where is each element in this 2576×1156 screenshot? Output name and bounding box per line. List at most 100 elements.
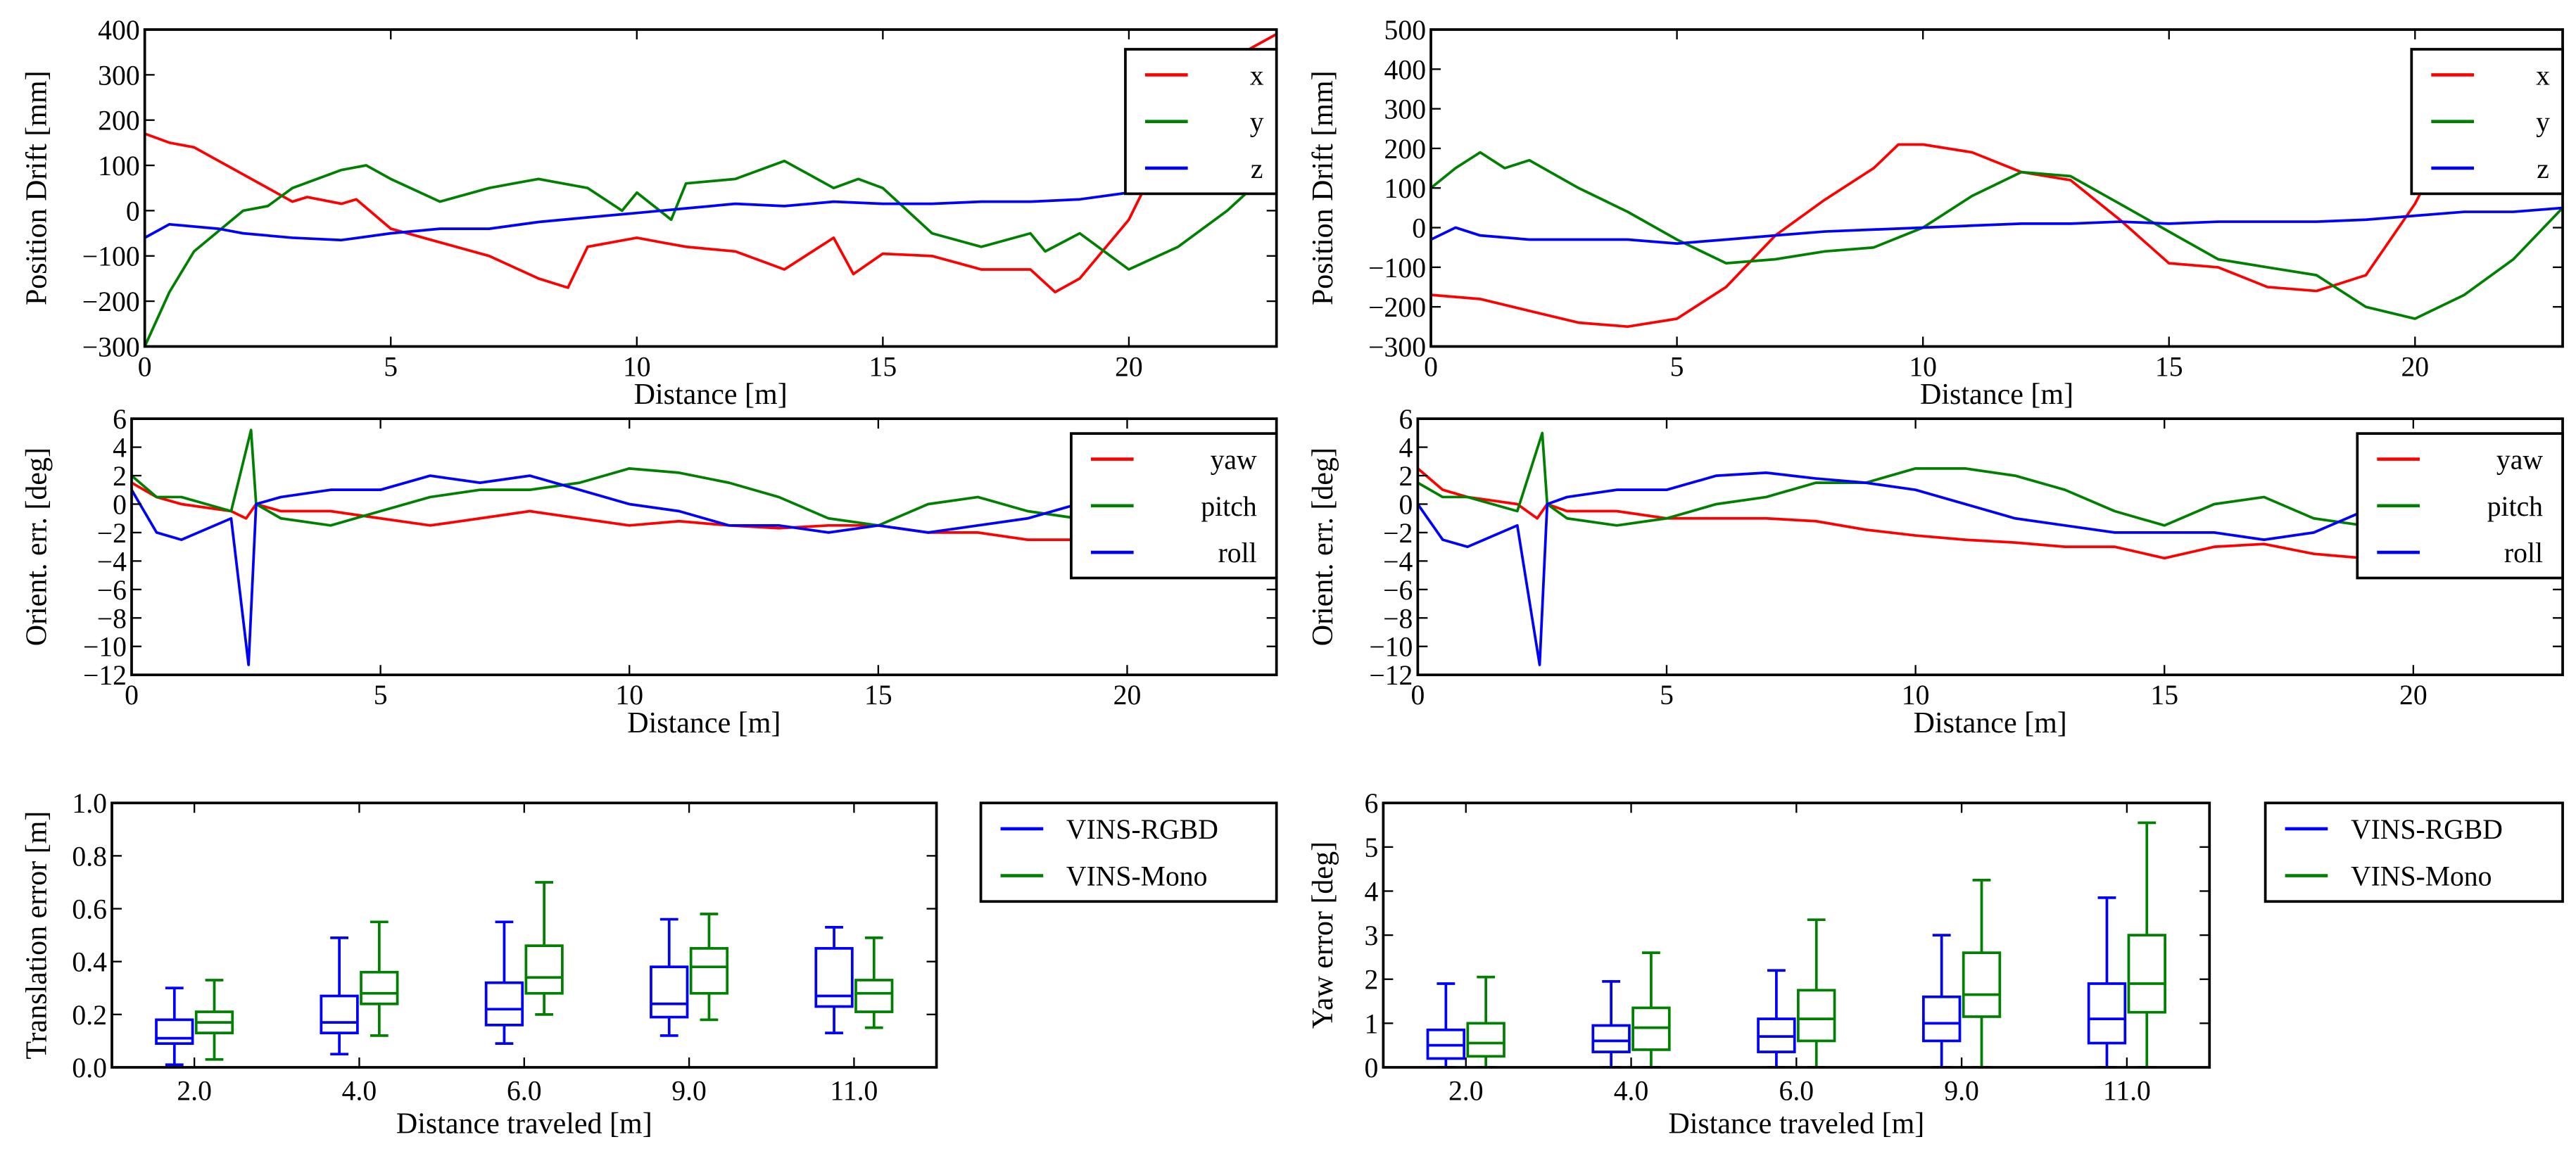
x-axis-label: Distance [m] — [634, 379, 788, 411]
plot-area — [155, 881, 894, 1067]
box-iqr — [1466, 1022, 1505, 1058]
box-VINS-Mono-4.0 — [1631, 951, 1671, 1067]
x-tick-label: 20 — [2399, 680, 2427, 711]
legend-label-z: z — [1251, 153, 1263, 184]
x-tick-label: 4.0 — [1614, 1076, 1649, 1107]
legend-label-pitch: pitch — [2487, 491, 2543, 522]
legend-label-x: x — [2536, 60, 2550, 91]
y-tick-label: 200 — [98, 106, 139, 136]
y-axis-label: Orient. err. [deg] — [1307, 447, 1339, 646]
legend: yaw pitch roll — [2356, 432, 2564, 580]
box-iqr — [1921, 995, 1962, 1043]
y-tick-label: 400 — [98, 15, 139, 46]
box-iqr — [1591, 1024, 1631, 1053]
y-tick-label: 1.0 — [72, 788, 107, 819]
box-VINS-RGBD-6.0 — [484, 920, 524, 1046]
y-tick-label: 2 — [1365, 965, 1379, 996]
box-VINS-Mono-2.0 — [194, 979, 234, 1061]
x-tick-label: 9.0 — [671, 1076, 707, 1107]
y-tick-label: 4 — [1365, 876, 1379, 907]
x-tick-label: 4.0 — [342, 1076, 377, 1107]
x-tick-label: 2.0 — [177, 1076, 212, 1107]
series-line-z — [144, 173, 1277, 242]
y-tick-label: −6 — [1383, 575, 1413, 606]
box-iqr — [2087, 982, 2127, 1045]
y-tick-label: −8 — [97, 603, 127, 634]
series-line-y — [1431, 151, 2563, 320]
y-tick-label: 300 — [1384, 94, 1426, 125]
legend-label-VINS-Mono: VINS-Mono — [2351, 861, 2492, 892]
box-VINS-Mono-11.0 — [854, 936, 894, 1029]
series-line-x — [1431, 60, 2563, 329]
x-tick-label: 0 — [138, 351, 152, 382]
x-tick-label: 6.0 — [507, 1076, 542, 1107]
y-axis-label: Orient. err. [deg] — [21, 447, 53, 646]
x-tick-label: 5 — [1660, 680, 1674, 711]
box-iqr — [814, 947, 854, 1008]
y-tick-label: −2 — [1383, 518, 1413, 549]
y-tick-label: 200 — [1384, 134, 1426, 165]
series-line-z — [1431, 206, 2563, 245]
y-tick-label: 1 — [1365, 1008, 1379, 1039]
y-tick-label: −100 — [82, 241, 140, 272]
chart-panel-1: 0 5 10 15 20 −300 −200 −100 0 100 200 300 400 500 Dist… — [1307, 15, 2564, 411]
x-tick-label: 0 — [125, 680, 139, 711]
y-axis-label: Yaw error [deg] — [1307, 841, 1339, 1029]
series-line-pitch — [1418, 431, 2563, 527]
plot-area — [1431, 60, 2563, 329]
y-tick-label: 0.2 — [72, 1000, 107, 1031]
y-tick-label: 4 — [1399, 433, 1413, 464]
x-tick-label: 11.0 — [2103, 1076, 2151, 1107]
x-tick-label: 10 — [1902, 680, 1930, 711]
legend-label-x: x — [1250, 60, 1264, 91]
box-VINS-RGBD-9.0 — [1921, 934, 1962, 1067]
y-axis-label: Position Drift [mm] — [21, 70, 53, 305]
x-tick-label: 2.0 — [1448, 1076, 1484, 1107]
y-tick-label: −10 — [1369, 632, 1413, 663]
y-tick-label: −12 — [83, 660, 127, 691]
box-iqr — [524, 944, 564, 995]
x-tick-label: 20 — [1115, 351, 1143, 382]
box-VINS-RGBD-2.0 — [1426, 982, 1466, 1067]
legend-box — [2264, 801, 2564, 903]
box-VINS-Mono-9.0 — [689, 913, 729, 1022]
y-tick-label: 6 — [113, 404, 127, 435]
box-iqr — [854, 979, 894, 1013]
box-iqr — [1797, 989, 1836, 1043]
x-axis-label: Distance [m] — [1914, 707, 2067, 739]
legend-label-VINS-RGBD: VINS-RGBD — [1066, 814, 1218, 845]
box-VINS-Mono-6.0 — [1797, 918, 1836, 1067]
box-VINS-Mono-4.0 — [360, 920, 399, 1037]
y-tick-label: 500 — [1384, 15, 1426, 46]
x-tick-label: 5 — [374, 680, 388, 711]
box-iqr — [155, 1018, 194, 1046]
box-VINS-RGBD-4.0 — [1591, 979, 1631, 1067]
x-tick-label: 20 — [2401, 351, 2429, 382]
y-tick-label: 0.0 — [72, 1053, 107, 1084]
box-VINS-RGBD-4.0 — [320, 936, 359, 1056]
y-tick-label: 5 — [1365, 832, 1379, 863]
x-tick-label: 20 — [1113, 680, 1142, 711]
y-tick-label: 2 — [113, 461, 127, 492]
x-tick-label: 15 — [2155, 351, 2183, 382]
y-axis-label: Translation error [m] — [21, 811, 53, 1060]
x-tick-label: 0 — [1410, 680, 1425, 711]
box-VINS-Mono-9.0 — [1962, 878, 2002, 1067]
plot-area — [132, 428, 1277, 666]
y-tick-label: 3 — [1365, 920, 1379, 951]
series-line-roll — [132, 474, 1277, 666]
box-VINS-RGBD-2.0 — [155, 986, 194, 1067]
series-line-y — [144, 159, 1277, 347]
legend: VINS-RGBD VINS-Mono — [979, 801, 1278, 903]
y-tick-label: 0 — [1412, 213, 1426, 244]
x-axis-label: Distance [m] — [1920, 379, 2073, 411]
x-tick-label: 15 — [864, 680, 892, 711]
y-tick-label: 100 — [98, 151, 139, 182]
chart-panel-5: 2.0 4.0 6.0 9.0 11.0 0 1 2 3 4 5 6 Distance traveled… — [1307, 788, 2564, 1140]
legend-label-VINS-RGBD: VINS-RGBD — [2351, 814, 2503, 845]
y-tick-label: 0 — [113, 489, 127, 520]
y-tick-label: −200 — [82, 286, 140, 317]
x-tick-label: 15 — [869, 351, 897, 382]
